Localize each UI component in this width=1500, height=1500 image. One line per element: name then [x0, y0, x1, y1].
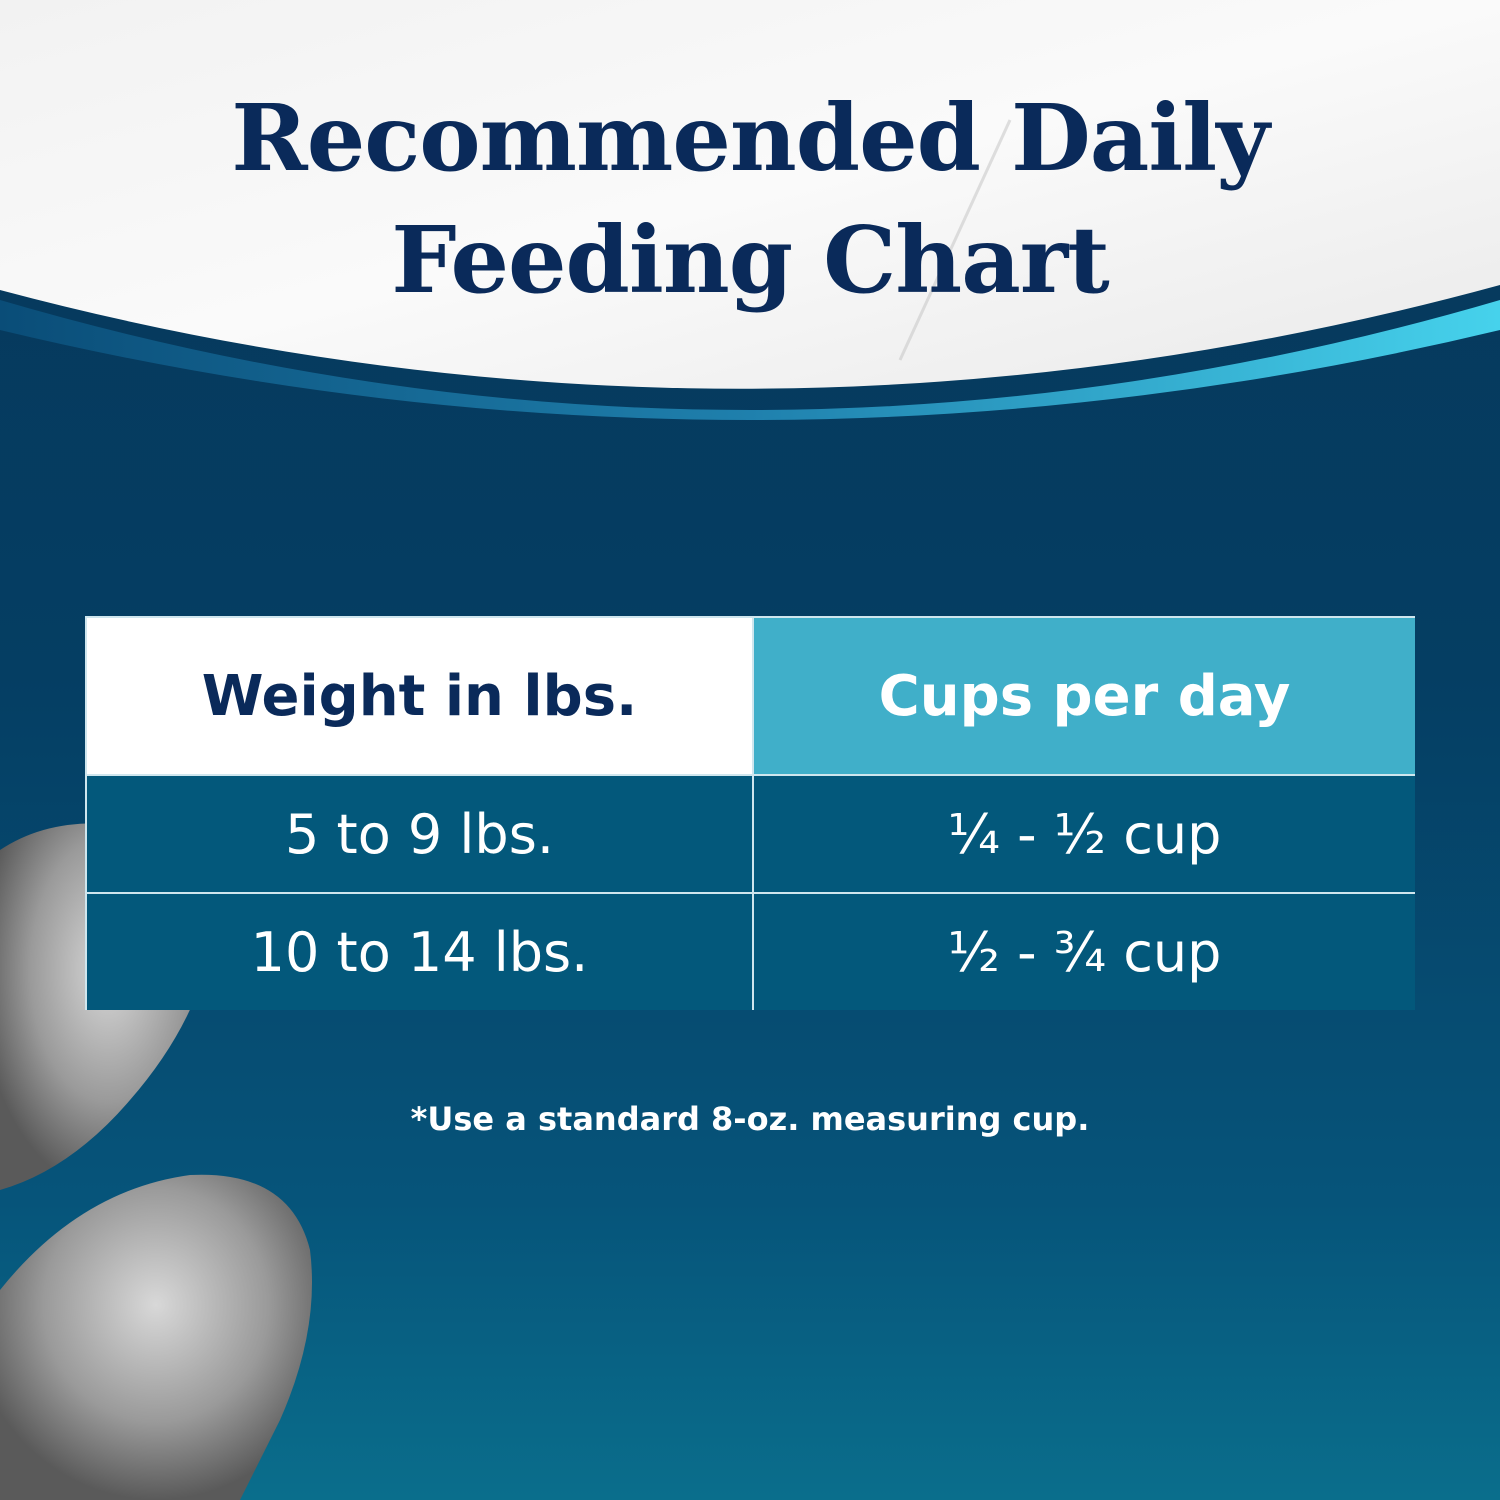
marble-vein	[898, 119, 1012, 361]
row1-cups: ¼ - ½ cup	[752, 774, 1415, 892]
marble-header	[0, 0, 1500, 389]
page-title-line2: Feeding Chart	[391, 206, 1110, 314]
footnote: *Use a standard 8-oz. measuring cup.	[410, 1100, 1090, 1138]
page-title-line1: Recommended Daily	[231, 84, 1269, 192]
header-cups: Cups per day	[752, 618, 1415, 774]
feeding-table: Weight in lbs. Cups per day 5 to 9 lbs. …	[85, 616, 1415, 1010]
row2-weight: 10 to 14 lbs.	[87, 892, 752, 1010]
paw-lower	[0, 1174, 312, 1500]
row1-weight: 5 to 9 lbs.	[87, 774, 752, 892]
row2-cups: ½ - ¾ cup	[752, 892, 1415, 1010]
header-weight: Weight in lbs.	[87, 618, 752, 774]
wave-band	[0, 300, 1500, 420]
